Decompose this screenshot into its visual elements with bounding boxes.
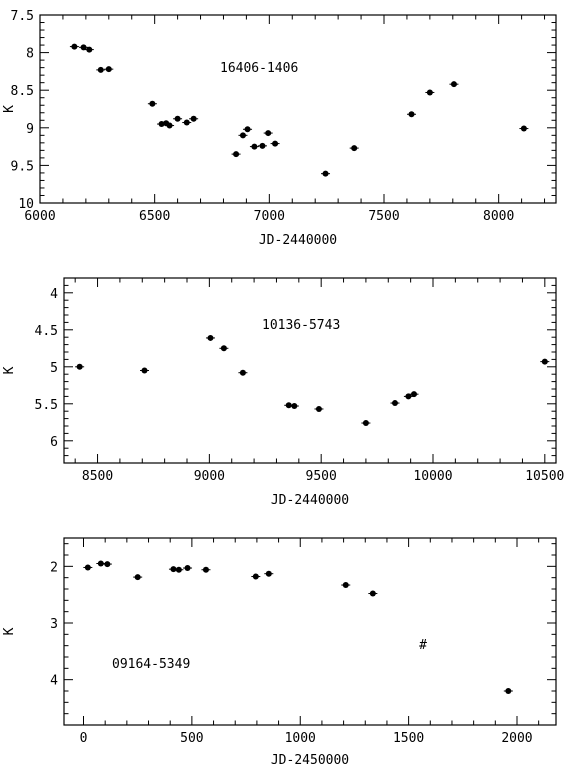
- y-tick-label: 9.5: [11, 159, 34, 174]
- data-point: [408, 111, 415, 118]
- data-point: [174, 115, 181, 122]
- data-point: [541, 358, 548, 365]
- data-point: [105, 66, 112, 73]
- y-tick-label: 6: [50, 435, 58, 450]
- x-tick-label: 9500: [306, 469, 337, 484]
- data-point: [369, 590, 376, 597]
- x-tick-label: 7000: [254, 209, 285, 224]
- data-point: [233, 151, 240, 158]
- y-tick-label: 4: [50, 674, 58, 689]
- data-point: [190, 115, 197, 122]
- y-tick-label: 3: [50, 617, 58, 632]
- data-point: [76, 363, 83, 370]
- y-tick-label: 5: [50, 361, 58, 376]
- x-tick-label: 8500: [82, 469, 113, 484]
- data-point: [351, 145, 358, 152]
- data-point: [505, 688, 512, 694]
- plot-frame: [39, 14, 557, 204]
- data-point: [220, 345, 227, 352]
- y-axis-label: K: [2, 366, 17, 374]
- data-point: [426, 89, 433, 96]
- y-tick-label: 2: [50, 560, 58, 575]
- data-point: [141, 367, 148, 374]
- star-name-label: 10136-5743: [262, 318, 340, 333]
- data-point: [80, 44, 87, 51]
- data-point: [104, 561, 111, 568]
- chart-panel-2: 8500 9000 9500 10000 10500 4 4.5 5 5.5 6 JD-244000…: [2, 277, 564, 508]
- data-point: [265, 130, 272, 137]
- data-point: [158, 121, 165, 128]
- y-axis-label: K: [2, 627, 17, 635]
- x-tick-label: 10500: [525, 469, 564, 484]
- data-point: [183, 119, 190, 126]
- x-axis-label: JD-2440000: [259, 233, 337, 248]
- y-tick-label: 10: [18, 197, 34, 212]
- data-point: [134, 574, 141, 581]
- data-point: [184, 565, 191, 572]
- data-point: [520, 125, 527, 132]
- data-point: [252, 573, 259, 580]
- star-name-label: 16406-1406: [220, 61, 298, 76]
- x-tick-label: 6000: [24, 209, 55, 224]
- data-point: [342, 582, 349, 589]
- plot-frame: [63, 537, 557, 726]
- x-axis-label: JD-2450000: [271, 753, 349, 768]
- data-point: [244, 126, 251, 133]
- x-tick-label: 0: [80, 731, 88, 746]
- data-point: [272, 140, 279, 147]
- x-tick-label: 500: [180, 731, 203, 746]
- data-point: [202, 566, 209, 573]
- x-tick-label: 1500: [393, 731, 424, 746]
- chart-panel-1: 6000 6500 7000 7500 8000 7.5 8 8.5 9 9.5 10 JD-2440…: [2, 9, 557, 248]
- data-point: [71, 43, 78, 50]
- y-tick-label: 8.5: [11, 84, 34, 99]
- data-point: [207, 334, 214, 341]
- x-axis-label: JD-2440000: [271, 493, 349, 508]
- data-point: [450, 81, 457, 88]
- data-point: [322, 170, 329, 177]
- data-point: [86, 46, 93, 53]
- hash-marker-label: #: [419, 638, 427, 653]
- y-tick-label: 4.5: [35, 324, 58, 339]
- x-tick-label: 7500: [368, 209, 399, 224]
- data-point: [410, 391, 417, 398]
- data-point: [265, 570, 272, 577]
- x-tick-label: 10000: [413, 469, 452, 484]
- y-tick-label: 7.5: [11, 9, 34, 24]
- y-tick-label: 4: [50, 287, 58, 302]
- data-point: [239, 132, 246, 139]
- data-point: [170, 566, 177, 573]
- star-name-label: 09164-5349: [112, 657, 190, 672]
- plot-frame: [63, 277, 557, 464]
- chart-panel-3: 0 500 1000 1500 2000 2 3 4 JD-2450000 K 09164-5349…: [2, 537, 557, 768]
- data-point: [97, 560, 104, 567]
- x-tick-label: 2000: [501, 731, 532, 746]
- y-tick-label: 9: [26, 122, 34, 137]
- x-tick-label: 1000: [285, 731, 316, 746]
- x-tick-label: 8000: [483, 209, 514, 224]
- data-point: [405, 393, 412, 400]
- data-point: [391, 400, 398, 407]
- data-point: [239, 369, 246, 376]
- data-point: [149, 100, 156, 107]
- x-tick-label: 9000: [194, 469, 225, 484]
- data-point: [291, 403, 298, 410]
- data-point: [166, 122, 173, 129]
- data-point: [251, 143, 258, 150]
- y-tick-label: 5.5: [35, 398, 58, 413]
- data-point: [97, 66, 104, 73]
- data-point: [259, 142, 266, 149]
- y-axis-label: K: [2, 105, 17, 113]
- data-point: [285, 402, 292, 409]
- x-tick-label: 6500: [139, 209, 170, 224]
- data-point: [362, 420, 369, 427]
- y-tick-label: 8: [26, 47, 34, 62]
- data-point: [84, 564, 91, 571]
- data-point: [315, 405, 322, 412]
- data-point: [175, 566, 182, 573]
